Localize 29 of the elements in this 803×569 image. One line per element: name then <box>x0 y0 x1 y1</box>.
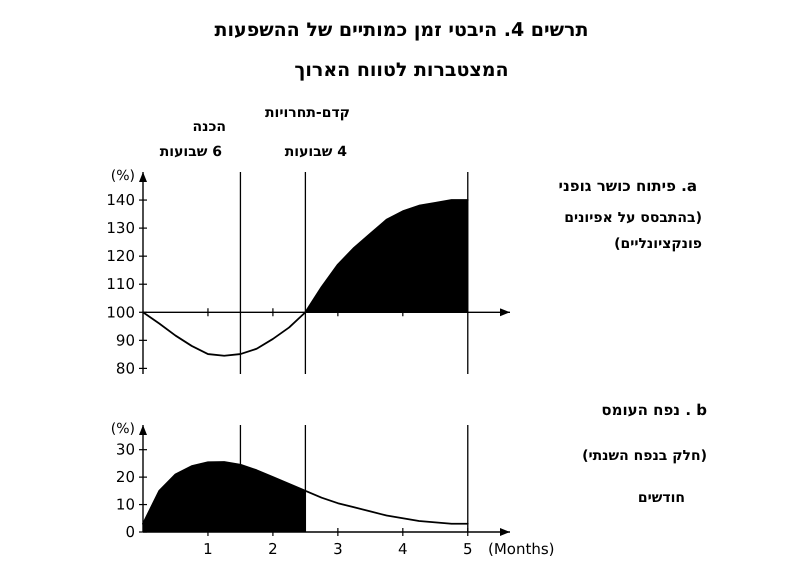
text: a. פיתוח כושר גופני <box>558 176 697 196</box>
x-tick-label: 2 <box>268 540 278 558</box>
y-tick-label: 110 <box>106 275 135 294</box>
text: חודשים <box>638 489 685 508</box>
y-tick-label: 120 <box>106 247 135 266</box>
text: קדם-תחרויות <box>264 104 350 123</box>
text: 6 שבועות <box>160 143 222 162</box>
x-tick-label: 5 <box>463 540 473 558</box>
y-tick-label: 10 <box>116 496 135 514</box>
chart-title: תרשים 4. היבטי זמן כמותיים של ההשפעות המצטברות לטווח הארוך <box>214 18 590 83</box>
text: (בהתבסס על אפיונים פונקציונליים) <box>563 209 702 254</box>
y-tick-label: 20 <box>116 468 135 486</box>
y-tick-label: 30 <box>116 440 135 459</box>
x-tick-label: 4 <box>398 540 408 558</box>
y-tick-label: 0 <box>125 523 135 541</box>
x-axis-title: (Months) <box>488 540 555 558</box>
y-tick-label: 130 <box>106 219 135 238</box>
text: הכנה <box>192 118 226 137</box>
x-tick-label: 3 <box>333 540 343 558</box>
text: b . נפח העומס <box>601 400 707 420</box>
y-tick-label: 90 <box>116 331 135 350</box>
x-tick-label: 1 <box>203 540 213 558</box>
text: 4 שבועות <box>284 143 347 162</box>
y-axis-title: (%) <box>110 168 135 184</box>
y-tick-label: 80 <box>116 359 135 378</box>
y-tick-label: 100 <box>106 303 135 322</box>
y-tick-label: 140 <box>106 191 135 210</box>
y-axis-title: (%) <box>110 421 135 437</box>
text: (חלק בנפח השנתי) <box>582 447 707 466</box>
